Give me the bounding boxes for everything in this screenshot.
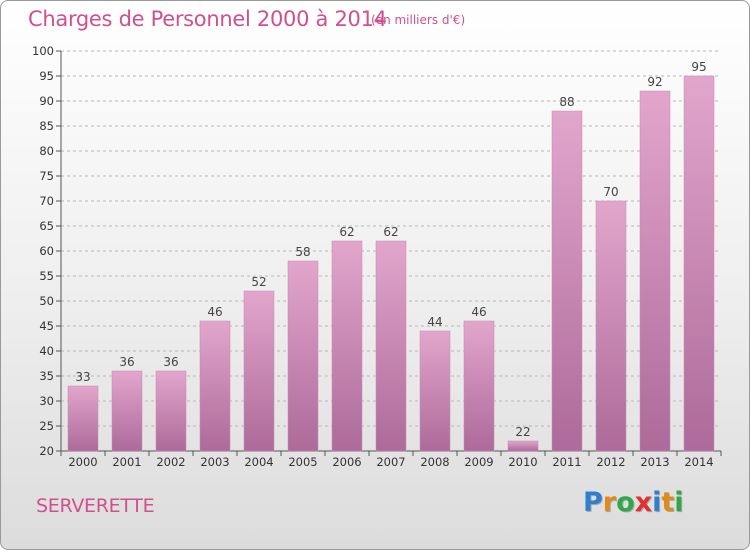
data-label: 46 xyxy=(471,305,486,319)
data-label: 58 xyxy=(295,245,310,259)
chart-unit: (en milliers d'€) xyxy=(371,13,466,27)
x-tick-label: 2009 xyxy=(464,455,493,469)
data-label: 44 xyxy=(427,315,442,329)
y-tick-label: 45 xyxy=(39,319,54,333)
axes: 20 25 30 35 40 45 50 55 60 65 70 75 80 85 90 95 100 2000 2… xyxy=(32,44,722,469)
y-tick-label: 90 xyxy=(39,94,54,108)
data-labels: 33 36 36 46 52 58 62 62 44 46 22 88 70 92 95 xyxy=(75,60,706,439)
proxiti-logo: Proxiti xyxy=(583,487,684,518)
data-label: 36 xyxy=(119,355,134,369)
logo-letter: r xyxy=(602,487,617,518)
commune-name: SERVERETTE xyxy=(36,495,155,517)
logo-letter: P xyxy=(583,487,603,518)
bar xyxy=(111,370,143,452)
logo-letter: i xyxy=(674,487,684,518)
bar xyxy=(551,110,583,452)
bar xyxy=(287,260,319,452)
x-tick-label: 2014 xyxy=(684,455,713,469)
bar xyxy=(683,75,715,452)
bar xyxy=(199,320,231,452)
x-tick-label: 2002 xyxy=(156,455,185,469)
logo-letter: t xyxy=(661,487,675,518)
logo-letter: o xyxy=(616,487,635,518)
logo-letter: x xyxy=(634,487,653,518)
bar xyxy=(507,440,539,452)
x-tick-label: 2008 xyxy=(420,455,449,469)
y-tick-label: 30 xyxy=(39,394,54,408)
x-tick-label: 2001 xyxy=(112,455,141,469)
bars xyxy=(67,75,715,452)
y-tick-label: 40 xyxy=(39,344,54,358)
data-label: 95 xyxy=(691,60,706,74)
x-tick-label: 2013 xyxy=(640,455,669,469)
data-label: 92 xyxy=(647,75,662,89)
chart-title: Charges de Personnel 2000 à 2014 xyxy=(28,7,387,31)
data-label: 70 xyxy=(603,185,618,199)
y-tick-label: 100 xyxy=(32,44,54,58)
data-label: 22 xyxy=(515,425,530,439)
x-tick-label: 2011 xyxy=(552,455,581,469)
y-tick-label: 60 xyxy=(39,244,54,258)
data-label: 52 xyxy=(251,275,266,289)
x-tick-label: 2007 xyxy=(376,455,405,469)
x-tick-label: 2000 xyxy=(68,455,97,469)
x-tick-label: 2004 xyxy=(244,455,273,469)
x-tick-label: 2006 xyxy=(332,455,361,469)
y-tick-label: 50 xyxy=(39,294,54,308)
x-tick-label: 2003 xyxy=(200,455,229,469)
bar xyxy=(155,370,187,452)
y-tick-label: 85 xyxy=(39,119,54,133)
data-label: 36 xyxy=(163,355,178,369)
bar xyxy=(419,330,451,452)
y-tick-label: 80 xyxy=(39,144,54,158)
bar xyxy=(595,200,627,452)
bar xyxy=(463,320,495,452)
bar xyxy=(331,240,363,452)
y-tick-label: 75 xyxy=(39,169,54,183)
y-tick-label: 65 xyxy=(39,219,54,233)
y-tick-label: 25 xyxy=(39,419,54,433)
data-label: 62 xyxy=(339,225,354,239)
y-tick-label: 70 xyxy=(39,194,54,208)
data-label: 88 xyxy=(559,95,574,109)
data-label: 33 xyxy=(75,370,90,384)
y-tick-label: 95 xyxy=(39,69,54,83)
x-tick-label: 2005 xyxy=(288,455,317,469)
data-label: 46 xyxy=(207,305,222,319)
x-tick-label: 2012 xyxy=(596,455,625,469)
bar xyxy=(639,90,671,452)
bar xyxy=(375,240,407,452)
y-tick-label: 20 xyxy=(39,444,54,458)
data-label: 62 xyxy=(383,225,398,239)
y-tick-label: 55 xyxy=(39,269,54,283)
y-tick-label: 35 xyxy=(39,369,54,383)
logo-letter: i xyxy=(652,487,662,518)
bar xyxy=(67,385,99,452)
x-tick-label: 2010 xyxy=(508,455,537,469)
bar xyxy=(243,290,275,452)
